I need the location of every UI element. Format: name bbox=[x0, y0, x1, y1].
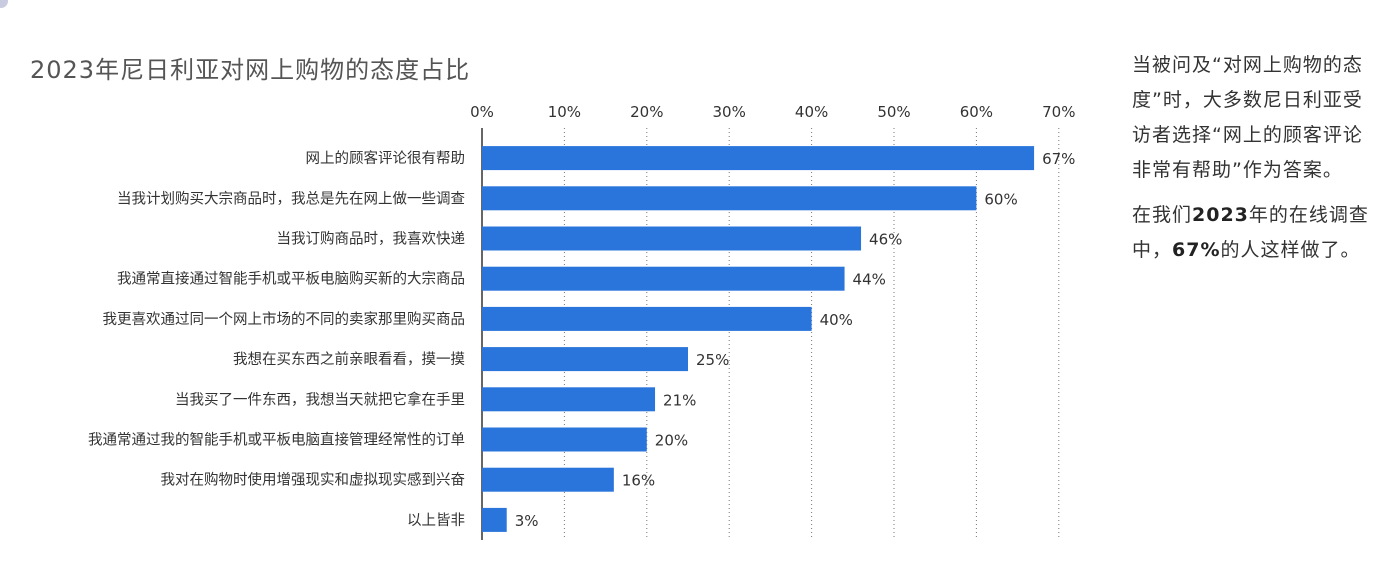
summary-percent: 67% bbox=[1172, 239, 1221, 261]
value-label: 44% bbox=[853, 271, 886, 289]
x-tick-label: 50% bbox=[877, 103, 910, 121]
category-label: 我对在购物时使用增强现实和虚拟现实感到兴奋 bbox=[161, 472, 466, 489]
x-tick-label: 70% bbox=[1042, 103, 1075, 121]
category-label: 我通常直接通过智能手机或平板电脑购买新的大宗商品 bbox=[117, 270, 465, 288]
category-label: 当我买了一件东西，我想当天就把它拿在手里 bbox=[175, 390, 465, 408]
x-tick-label: 0% bbox=[470, 103, 494, 121]
category-label: 当我计划购买大宗商品时，我总是先在网上做一些调查 bbox=[117, 190, 465, 207]
category-label: 我通常通过我的智能手机或平板电脑直接管理经常性的订单 bbox=[88, 431, 465, 449]
value-label: 46% bbox=[869, 231, 902, 249]
value-label: 60% bbox=[984, 190, 1017, 208]
value-label: 3% bbox=[515, 512, 539, 530]
bar bbox=[482, 146, 1035, 171]
value-label: 25% bbox=[696, 351, 729, 369]
value-label: 20% bbox=[655, 432, 688, 450]
x-tick-label: 40% bbox=[795, 103, 828, 121]
summary-paragraph-2: 在我们2023年的在线调查中，67%的人这样做了。 bbox=[1132, 198, 1372, 268]
value-label: 21% bbox=[663, 391, 696, 409]
category-label: 我想在买东西之前亲眼看看，摸一摸 bbox=[233, 351, 465, 368]
bar bbox=[482, 186, 977, 211]
category-label: 我更喜欢通过同一个网上市场的不同的卖家那里购买商品 bbox=[103, 311, 466, 328]
category-label: 网上的顾客评论很有帮助 bbox=[306, 150, 466, 167]
bar bbox=[482, 266, 845, 291]
bar bbox=[482, 347, 688, 372]
x-tick-label: 10% bbox=[548, 103, 581, 121]
chart-title: 2023年尼日利亚对网上购物的态度占比 bbox=[30, 56, 471, 84]
summary-text-c: 年的在线调查中， bbox=[1132, 204, 1369, 261]
category-label: 以上皆非 bbox=[407, 512, 465, 529]
value-label: 16% bbox=[622, 472, 655, 490]
value-label: 67% bbox=[1042, 150, 1075, 168]
summary-note: 当被问及“对网上购物的态度”时，大多数尼日利亚受访者选择“网上的顾客评论非常有帮… bbox=[1132, 48, 1372, 278]
summary-text-a: 在我们 bbox=[1132, 204, 1193, 226]
value-label: 40% bbox=[820, 311, 853, 329]
x-tick-label: 60% bbox=[960, 103, 993, 121]
corner-dot bbox=[0, 0, 8, 8]
summary-year: 2023 bbox=[1192, 204, 1249, 226]
summary-paragraph-1: 当被问及“对网上购物的态度”时，大多数尼日利亚受访者选择“网上的顾客评论非常有帮… bbox=[1132, 54, 1363, 181]
bar bbox=[482, 467, 614, 492]
x-tick-label: 30% bbox=[713, 103, 746, 121]
bar bbox=[482, 507, 507, 532]
x-tick-label: 20% bbox=[630, 103, 663, 121]
bar-chart: 0% 10% 20% 30% 40% 50% 60% 70% 网上的顾客评论很有帮助 67% 当我计… bbox=[88, 103, 1075, 540]
bar bbox=[482, 387, 656, 412]
bar bbox=[482, 427, 647, 452]
bar bbox=[482, 226, 862, 251]
summary-text-e: 的人这样做了。 bbox=[1220, 239, 1361, 261]
category-label: 当我订购商品时，我喜欢快递 bbox=[277, 231, 466, 248]
bar bbox=[482, 306, 812, 331]
